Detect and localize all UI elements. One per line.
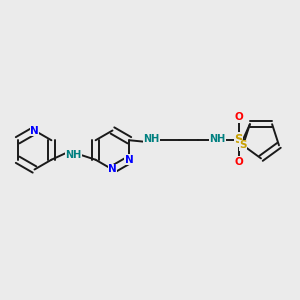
Text: N: N [30,125,39,136]
Text: O: O [234,112,243,122]
Text: NH: NH [143,134,160,145]
Text: S: S [234,133,243,146]
Text: O: O [234,157,243,167]
Text: N: N [125,155,134,165]
Text: NH: NH [65,149,82,160]
Text: NH: NH [209,134,226,145]
Text: N: N [108,164,117,175]
Text: S: S [239,140,247,150]
